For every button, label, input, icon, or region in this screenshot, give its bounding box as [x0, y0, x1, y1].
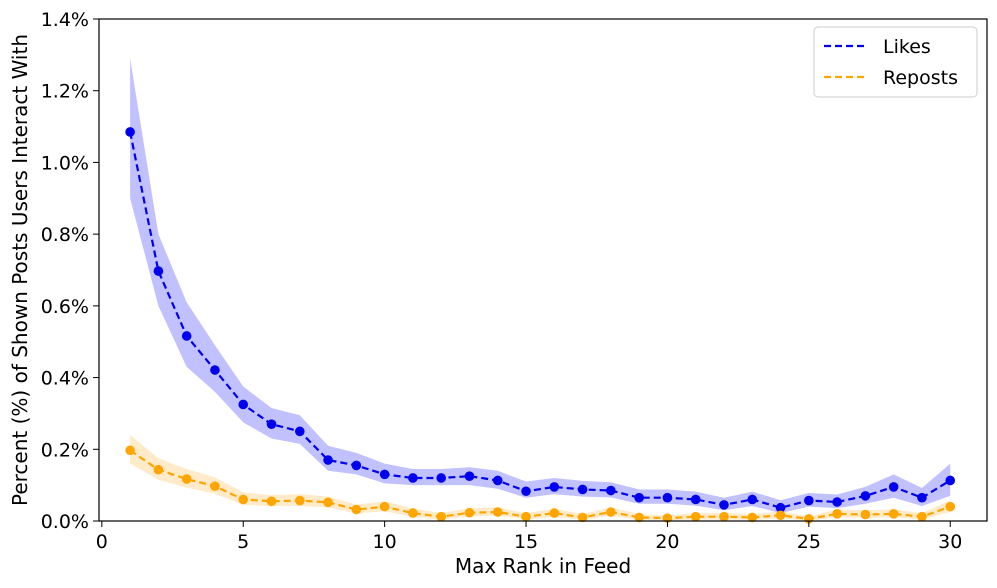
point-likes-28 [888, 482, 899, 492]
y-axis-label: Percent (%) of Shown Posts Users Interac… [8, 34, 32, 506]
point-likes-14 [492, 475, 503, 486]
point-reposts-15 [521, 511, 531, 522]
point-reposts-11 [408, 508, 418, 518]
point-likes-20 [662, 492, 673, 503]
x-axis-label: Max Rank in Feed [455, 554, 631, 578]
y-tick-label: 1.4% [41, 9, 89, 31]
point-reposts-7 [294, 495, 305, 506]
point-reposts-18 [606, 507, 616, 517]
y-axis-ticks: 0.0% 0.2% 0.4% 0.6% 0.8% 1.0% 1.2% 1.4% [41, 9, 99, 533]
point-reposts-1 [125, 445, 135, 456]
y-tick-label: 0.2% [41, 439, 89, 461]
point-likes-30 [945, 475, 956, 486]
point-likes-19 [634, 492, 644, 503]
point-reposts-5 [238, 494, 249, 505]
y-tick-label: 0.4% [41, 368, 89, 390]
band-likes [130, 58, 951, 514]
x-tick-label: 20 [655, 531, 679, 553]
point-likes-15 [521, 486, 531, 497]
point-reposts-13 [464, 507, 475, 518]
point-reposts-10 [379, 501, 390, 512]
point-likes-16 [549, 482, 560, 492]
point-likes-25 [804, 495, 814, 506]
point-reposts-30 [945, 501, 956, 512]
x-tick-label: 5 [237, 531, 249, 553]
point-likes-18 [606, 485, 616, 496]
plot-frame [98, 18, 988, 522]
point-likes-27 [860, 491, 871, 501]
point-reposts-12 [436, 511, 446, 522]
x-tick-label: 10 [373, 531, 397, 553]
point-likes-24 [775, 502, 786, 513]
point-reposts-21 [690, 511, 701, 522]
point-reposts-3 [181, 474, 192, 484]
point-reposts-9 [351, 504, 362, 515]
point-reposts-4 [210, 481, 220, 492]
point-reposts-22 [719, 511, 729, 522]
y-tick-label: 0.8% [41, 224, 89, 246]
point-likes-22 [719, 500, 729, 510]
y-tick-label: 0.0% [41, 511, 89, 533]
series-markers [125, 127, 956, 524]
point-reposts-14 [492, 507, 503, 517]
point-likes-3 [181, 331, 192, 341]
point-likes-7 [294, 426, 305, 437]
legend: Likes Reposts [813, 26, 978, 98]
point-reposts-26 [832, 509, 842, 519]
y-tick-label: 1.2% [41, 81, 89, 103]
point-likes-6 [266, 419, 277, 429]
x-axis-ticks: 0 5 10 15 20 25 30 [96, 521, 962, 553]
legend-label-likes: Likes [883, 36, 931, 58]
x-tick-label: 25 [797, 531, 821, 553]
x-tick-label: 30 [938, 531, 962, 553]
point-reposts-6 [266, 496, 277, 507]
x-tick-label: 0 [96, 531, 108, 553]
point-likes-4 [210, 365, 220, 375]
legend-box [813, 26, 978, 98]
point-reposts-27 [860, 509, 871, 520]
point-reposts-2 [153, 464, 164, 475]
point-likes-2 [153, 266, 164, 276]
point-likes-13 [464, 471, 475, 481]
line-likes [129, 131, 951, 509]
point-reposts-19 [634, 512, 644, 523]
point-likes-1 [125, 127, 135, 137]
point-likes-12 [436, 473, 446, 483]
point-likes-26 [832, 497, 842, 507]
point-likes-21 [690, 494, 701, 505]
point-likes-8 [323, 455, 333, 465]
point-reposts-24 [775, 510, 786, 521]
legend-label-reposts: Reposts [883, 67, 958, 89]
series-lines [129, 131, 951, 520]
point-likes-10 [379, 469, 390, 480]
point-reposts-29 [917, 511, 927, 522]
point-reposts-16 [549, 508, 560, 518]
x-tick-label: 15 [514, 531, 538, 553]
point-likes-17 [577, 484, 588, 495]
y-tick-label: 1.0% [41, 152, 89, 174]
point-reposts-28 [888, 509, 899, 519]
band-reposts [130, 434, 951, 521]
point-likes-9 [351, 460, 362, 471]
point-likes-5 [238, 399, 249, 410]
point-reposts-23 [747, 512, 758, 523]
point-likes-23 [747, 494, 758, 505]
y-tick-label: 0.6% [41, 296, 89, 318]
point-likes-11 [408, 473, 418, 483]
confidence-bands [130, 58, 951, 521]
point-reposts-8 [323, 497, 333, 508]
point-reposts-17 [577, 512, 588, 523]
point-likes-29 [917, 492, 927, 503]
